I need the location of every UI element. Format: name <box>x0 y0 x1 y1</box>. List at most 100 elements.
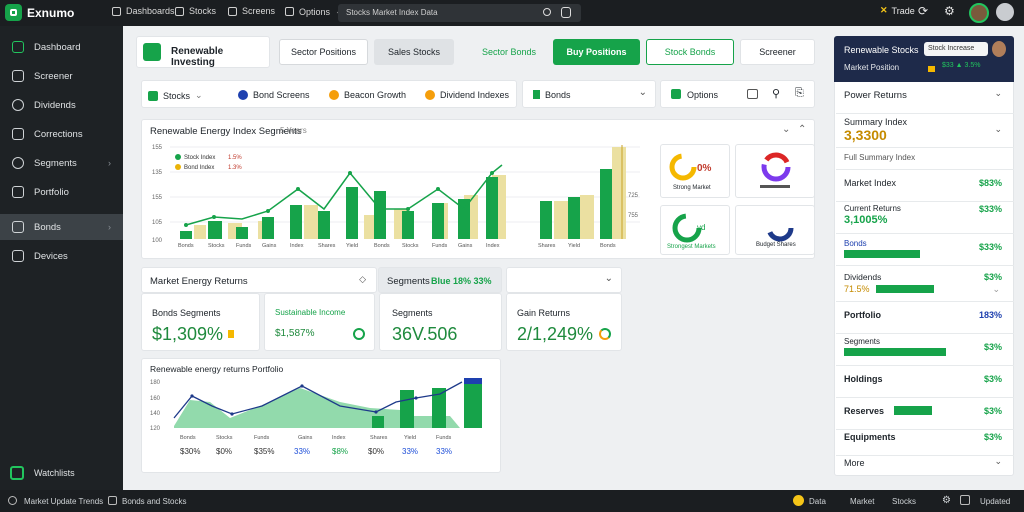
refresh-icon[interactable]: ⟳ <box>918 4 929 18</box>
pin-icon[interactable]: ⚲ <box>772 88 781 100</box>
panel-row-full-summary[interactable]: Full Summary Index <box>836 148 1014 170</box>
nav-dashboards[interactable]: Dashboards <box>112 6 175 16</box>
chevron-down-icon: ⌄ <box>195 90 203 100</box>
buy-positions-button[interactable]: Buy Positions <box>553 39 640 65</box>
bottom-chart: 180 160 140 120 Bonds Stocks Funds Gains Index S… <box>150 378 482 456</box>
svg-text:1.5%: 1.5% <box>228 155 242 161</box>
bonds-icon <box>108 496 117 505</box>
kpi-sustainable-income[interactable]: Sustainable Income $1,587% <box>264 293 375 351</box>
sidebar-watchlists[interactable]: Watchlists <box>10 466 75 480</box>
kpi-bonds-segments[interactable]: Bonds Segments $1,309% <box>141 293 260 351</box>
svg-text:725: 725 <box>628 193 639 199</box>
stock-bonds-button[interactable]: Stock Bonds <box>646 39 734 65</box>
donut-chart <box>766 214 794 242</box>
donut-tile-purple[interactable] <box>735 144 815 198</box>
panel-row-reserves[interactable]: Reserves $3% <box>836 398 1014 430</box>
donut-tile-strong-market[interactable]: 0% Strong Market <box>660 144 730 198</box>
panel-row-bonds[interactable]: Bonds $33% <box>836 234 1014 266</box>
svg-text:Yield: Yield <box>404 435 416 441</box>
options-icon <box>285 7 294 16</box>
svg-text:140: 140 <box>150 411 161 417</box>
eye-icon[interactable]: ◇ <box>359 274 366 284</box>
nav-screens[interactable]: Screens <box>228 6 275 16</box>
microphone-icon[interactable] <box>561 7 571 18</box>
screener-button[interactable]: Screener <box>740 39 815 65</box>
sidebar-item-segments[interactable]: Segments › <box>0 150 123 176</box>
donut-tile-budget[interactable]: Budget Shares <box>735 205 815 255</box>
avatar[interactable] <box>969 3 989 23</box>
svg-text:1.3%: 1.3% <box>228 165 242 171</box>
expand-icon[interactable]: ⌃ <box>798 124 807 135</box>
status-icon <box>8 496 17 505</box>
svg-text:Index: Index <box>332 435 346 441</box>
collapse-icon[interactable]: ⌄ <box>782 124 791 135</box>
filter-beacon-growth[interactable]: Beacon Growth <box>329 90 406 100</box>
page-title: Renewable Investing <box>171 46 224 68</box>
gear-icon[interactable]: ⚙ <box>942 495 951 506</box>
sidebar-item-dashboard[interactable]: Dashboard <box>0 34 123 60</box>
app-logo[interactable]: Exnumo <box>5 4 74 21</box>
bonds-bar <box>844 250 920 258</box>
donut-chart <box>760 152 791 188</box>
filter-dividend-indexes[interactable]: Dividend Indexes <box>425 90 509 100</box>
profile-avatar[interactable] <box>996 3 1014 21</box>
filter-stocks[interactable]: Stocks ⌄ <box>148 90 203 101</box>
trade-icon: ✕ <box>880 5 888 15</box>
chevron-down-icon: ⌄ <box>994 456 1002 466</box>
svg-text:Shares: Shares <box>318 243 336 249</box>
segments-bar <box>844 348 946 356</box>
expand-icon[interactable] <box>747 89 758 99</box>
bonds-select[interactable]: Bonds ⌄ <box>522 80 656 108</box>
kpi-segments[interactable]: Segments 36V.506 <box>379 293 502 351</box>
donut-chart: vd <box>672 213 705 243</box>
window-icon[interactable] <box>960 495 970 505</box>
svg-text:Yield: Yield <box>568 243 580 249</box>
panel-row-dividends[interactable]: Dividends 71.5% $3% ⌄ <box>836 266 1014 302</box>
tab-dropdown[interactable]: ⌄ <box>506 267 622 293</box>
sales-stocks-button[interactable]: Sales Stocks <box>374 39 454 65</box>
nav-stocks[interactable]: Stocks <box>175 6 216 16</box>
svg-text:Yield: Yield <box>346 243 358 249</box>
sidebar-item-portfolio[interactable]: Portfolio <box>0 179 123 205</box>
chevron-down-icon: ⌄ <box>638 87 647 98</box>
growth-icon <box>329 90 339 100</box>
stock-increase-button[interactable]: Stock Increase <box>924 42 988 56</box>
panel-row-summary-index[interactable]: Summary Index 3,3300 ⌄ <box>836 114 1014 148</box>
sidebar-item-corrections[interactable]: Corrections <box>0 121 123 147</box>
svg-text:Funds: Funds <box>436 435 452 441</box>
panel-row-more[interactable]: More ⌄ <box>844 456 1002 468</box>
sidebar-item-bonds[interactable]: Bonds › <box>0 214 123 240</box>
kpi-gain-returns[interactable]: Gain Returns 2/1,249% <box>506 293 622 351</box>
settings-icon[interactable]: ⚙ <box>944 4 955 18</box>
options-label[interactable]: Options <box>687 90 719 100</box>
sector-bonds-button[interactable]: Sector Bonds <box>481 47 537 57</box>
nav-options[interactable]: Options⌄ <box>285 6 343 17</box>
panel-row-segments[interactable]: Segments $3% <box>836 334 1014 366</box>
donut-tile-strongest-markets[interactable]: vd Strongest Markets <box>660 205 730 255</box>
panel-row-market-index[interactable]: Market Index $83% <box>836 170 1014 202</box>
change-value: $33 ▲ 3.5% <box>942 62 981 69</box>
trade-link[interactable]: ✕ Trade <box>880 5 915 16</box>
search-icon[interactable] <box>543 8 551 16</box>
watchlist-icon <box>10 466 24 480</box>
options-icon <box>671 89 681 99</box>
svg-text:Bonds: Bonds <box>180 435 196 441</box>
panel-row-portfolio[interactable]: Portfolio 183% <box>836 302 1014 334</box>
sector-positions-button[interactable]: Sector Positions <box>279 39 368 65</box>
panel-row-holdings[interactable]: Holdings $3% <box>836 366 1014 398</box>
sidebar-item-screener[interactable]: Screener <box>0 63 123 89</box>
search-input[interactable]: Stocks Market Index Data <box>338 4 581 22</box>
legend: Stock Index 1.5% Bond Index 1.3% <box>175 154 242 171</box>
panel-row-equipments[interactable]: Equipments $3% <box>836 424 1014 456</box>
tab-segments[interactable]: Segments Blue 18% 33% <box>378 267 502 293</box>
svg-text:100: 100 <box>152 238 163 244</box>
reserves-bar <box>894 406 932 415</box>
right-panel-header: Renewable Stocks Stock Increase Market P… <box>834 36 1014 82</box>
sidebar-item-devices[interactable]: Devices <box>0 243 123 269</box>
filter-bond-screens[interactable]: Bond Screens <box>238 90 310 100</box>
sidebar-item-dividends[interactable]: Dividends <box>0 92 123 118</box>
panel-row-current-returns[interactable]: Current Returns 3,1005% $33% <box>836 202 1014 234</box>
svg-text:Stocks: Stocks <box>216 435 233 441</box>
share-icon[interactable]: ⎘ <box>795 87 804 99</box>
panel-row-power-returns[interactable]: Power Returns ⌄ <box>836 82 1014 114</box>
